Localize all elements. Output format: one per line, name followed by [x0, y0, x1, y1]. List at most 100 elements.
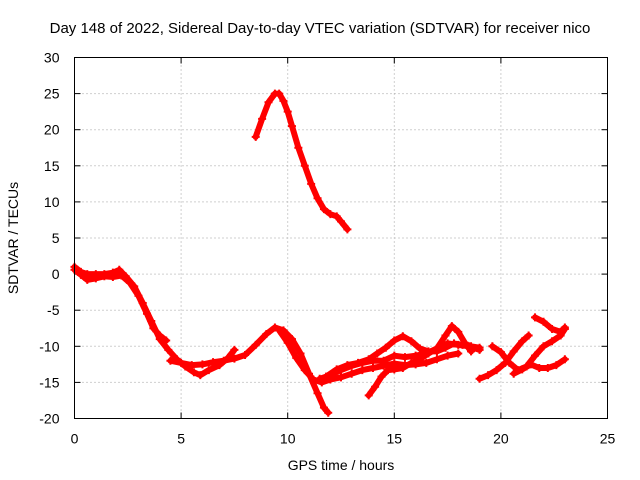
data-point	[415, 344, 424, 353]
data-point	[292, 353, 301, 362]
data-point	[364, 355, 373, 364]
data-point	[209, 358, 218, 367]
data-point	[373, 349, 382, 358]
data-point	[368, 363, 377, 372]
data-point	[496, 348, 505, 357]
x-tick-label: 5	[177, 431, 185, 447]
y-tick-label: 15	[44, 158, 60, 174]
data-point	[296, 349, 305, 358]
series-track-low-f	[364, 322, 476, 400]
data-point	[454, 327, 463, 336]
data-point	[275, 326, 284, 335]
data-point	[319, 205, 328, 214]
data-point	[164, 345, 173, 354]
data-point	[187, 361, 196, 370]
data-point	[149, 324, 158, 333]
data-point	[91, 274, 100, 283]
data-point	[531, 351, 540, 360]
data-point	[390, 336, 399, 345]
data-point	[313, 389, 322, 398]
data-point	[324, 408, 333, 417]
data-point	[275, 89, 284, 98]
data-point	[548, 337, 557, 346]
data-point	[381, 343, 390, 352]
data-point	[371, 382, 380, 391]
data-point	[467, 342, 476, 351]
data-point	[196, 371, 205, 380]
data-point	[488, 342, 497, 351]
data-point	[441, 331, 450, 340]
data-point	[539, 317, 548, 326]
series-band	[252, 90, 351, 233]
tick-labels: 0 5 10 15 20 25 -20 -15 -10 -5 0 5 10 15 20 25 30	[39, 50, 615, 447]
data-point	[315, 374, 324, 383]
series-track-low-b	[70, 265, 171, 345]
data-point	[134, 291, 143, 300]
data-point	[531, 313, 540, 322]
data-point	[432, 355, 441, 364]
data-point	[543, 363, 552, 372]
series-track-low-j	[509, 355, 569, 378]
data-point	[432, 347, 441, 356]
chart-title: Day 148 of 2022, Sidereal Day-to-day VTE…	[50, 20, 591, 37]
data-point	[454, 349, 463, 358]
data-point	[518, 365, 527, 374]
data-point	[492, 366, 501, 375]
data-point	[177, 358, 186, 367]
data-point	[270, 323, 279, 332]
y-tick-label: -10	[39, 338, 59, 354]
data-point	[390, 365, 399, 374]
data-point	[548, 324, 557, 333]
data-point	[108, 272, 117, 281]
data-point	[447, 322, 456, 331]
data-point	[219, 356, 228, 365]
data-point	[115, 265, 124, 274]
series-track-low-g	[322, 332, 484, 381]
data-point	[398, 332, 407, 341]
data-point	[343, 225, 352, 234]
data-point	[142, 309, 151, 318]
y-tick-label: 5	[52, 230, 60, 246]
x-tick-label: 10	[280, 431, 296, 447]
y-tick-label: 25	[44, 86, 60, 102]
data-point	[560, 355, 569, 364]
y-axis-label: SDTVAR / TECUs	[5, 182, 21, 294]
data-point	[251, 340, 260, 349]
data-point	[458, 340, 467, 349]
data-point	[251, 132, 260, 141]
series-track-low-k	[531, 313, 569, 336]
series-track-high	[251, 89, 352, 234]
x-tick-label: 25	[600, 431, 616, 447]
data-point	[337, 373, 345, 382]
data-point	[539, 342, 548, 351]
data-point	[307, 179, 316, 188]
data-point	[505, 358, 514, 367]
data-point	[326, 210, 335, 219]
data-point	[560, 323, 569, 332]
data-point	[358, 366, 367, 375]
data-point	[162, 336, 171, 345]
data-point	[100, 272, 109, 281]
data-point	[407, 358, 416, 367]
data-point	[287, 335, 296, 344]
data-point	[535, 363, 544, 372]
data-point	[76, 270, 85, 279]
data-point	[300, 366, 309, 375]
data-point	[241, 350, 250, 359]
data-point	[283, 338, 292, 347]
x-tick-label: 15	[387, 431, 403, 447]
data-point	[262, 330, 271, 339]
y-tick-label: -5	[47, 302, 60, 318]
data-point	[230, 354, 239, 363]
data-point	[379, 356, 388, 365]
y-tick-label: -15	[39, 374, 59, 390]
data-point	[264, 98, 273, 107]
data-point	[125, 278, 134, 287]
plot-frame	[74, 57, 608, 419]
data-point	[475, 374, 484, 383]
data-series	[70, 89, 569, 417]
data-point	[449, 339, 458, 348]
data-point	[279, 96, 288, 105]
data-point	[390, 351, 399, 360]
